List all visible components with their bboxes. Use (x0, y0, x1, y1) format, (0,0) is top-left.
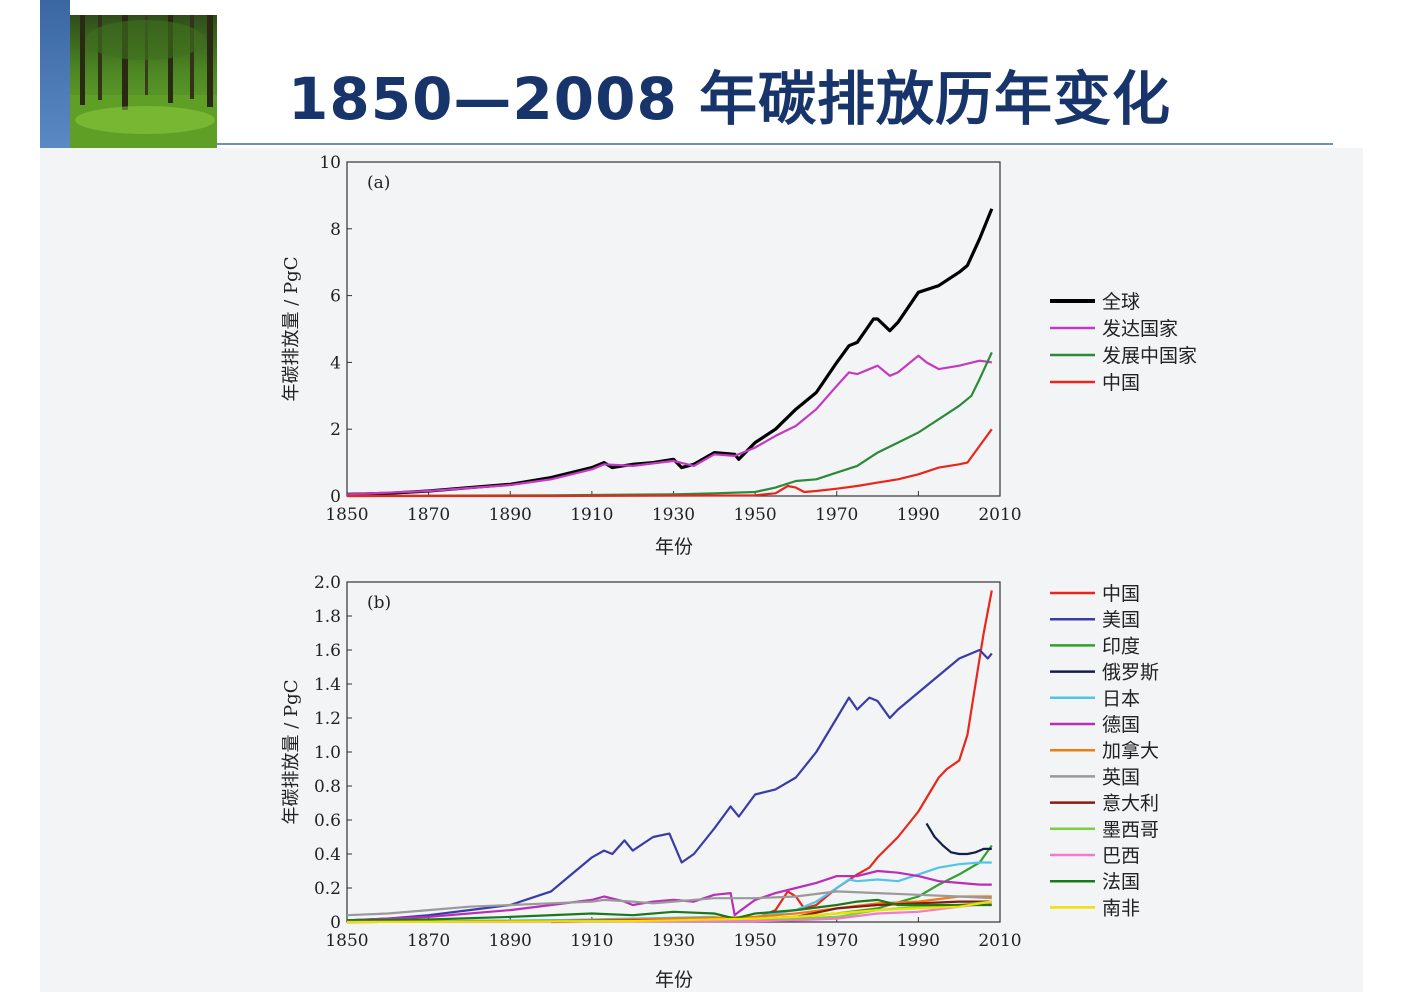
series-line (347, 428, 993, 498)
x-tick-label: 1970 (815, 505, 858, 525)
legend-label: 德国 (1102, 714, 1140, 736)
legend-label: 意大利 (1102, 793, 1159, 815)
legend-label: 中国 (1102, 583, 1140, 605)
legend-label: 墨西哥 (1102, 819, 1159, 841)
series-line (346, 208, 994, 496)
x-tick-label: 1890 (489, 505, 532, 525)
y-tick-label: 6 (330, 287, 341, 307)
panel-label: (a) (367, 173, 390, 193)
x-tick-label: 1850 (325, 505, 368, 525)
y-tick-label: 10 (319, 153, 341, 173)
y-tick-label: 8 (330, 220, 341, 240)
legend-label: 法国 (1102, 871, 1140, 893)
y-tick-label: 1.2 (314, 709, 341, 729)
y-tick-label: 1.8 (314, 607, 341, 627)
x-tick-label: 2010 (978, 505, 1021, 525)
slide-title: 1850—2008 年碳排放历年变化 (288, 65, 1172, 133)
y-tick-label: 1.4 (314, 675, 341, 695)
forest-image (70, 15, 217, 148)
x-axis-label: 年份 (655, 536, 693, 558)
plot-frame (346, 581, 1001, 923)
legend-label: 加拿大 (1102, 739, 1159, 762)
y-tick-label: 0 (330, 487, 341, 507)
series-line (346, 648, 993, 922)
y-tick-label: 1.6 (314, 641, 341, 661)
x-tick-label: 1870 (407, 505, 450, 525)
y-tick-label: 0.2 (314, 879, 341, 899)
legend-label: 俄罗斯 (1102, 662, 1159, 684)
x-tick-label: 1930 (652, 931, 695, 951)
y-tick-label: 2 (330, 420, 341, 440)
y-tick-label: 0.4 (314, 845, 341, 865)
legend-label: 美国 (1102, 609, 1140, 631)
header-rule (217, 143, 1333, 145)
series-line (346, 900, 992, 924)
series-line (346, 898, 992, 922)
series-line (925, 822, 992, 856)
x-tick-label: 1910 (570, 931, 613, 951)
y-tick-label: 0 (330, 913, 341, 933)
chart-panel-b: (b) 年份 年碳排放量 / PgC 1850 1870 1890 1910 1930 1… (281, 573, 1159, 991)
series-line (346, 354, 992, 496)
chart-panel-a: (a) 年份 年碳排放量 / PgC 1850 1870 1890 1910 1930 1… (281, 153, 1197, 558)
header-area (40, 0, 1363, 148)
y-tick-label: 2.0 (314, 573, 341, 593)
x-axis-label: 年份 (655, 969, 693, 991)
x-tick-label: 1870 (407, 931, 450, 951)
series-line (346, 351, 993, 498)
x-tick-label: 1950 (733, 505, 776, 525)
legend-label: 印度 (1102, 635, 1140, 657)
y-axis-label: 年碳排放量 / PgC (281, 257, 302, 402)
legend-label: 发展中国家 (1102, 345, 1197, 367)
legend-label: 英国 (1102, 766, 1140, 788)
legend-label: 中国 (1102, 372, 1140, 394)
series-line (551, 590, 993, 924)
plot-frame (346, 161, 1001, 497)
x-tick-label: 1890 (489, 931, 532, 951)
header-accent-bar (40, 0, 70, 148)
y-axis-label: 年碳排放量 / PgC (281, 680, 302, 825)
x-tick-label: 1970 (815, 931, 858, 951)
series-line (346, 869, 992, 922)
legend-label: 全球 (1102, 291, 1140, 313)
x-tick-label: 1990 (897, 505, 940, 525)
x-tick-label: 2010 (978, 931, 1021, 951)
x-tick-label: 1990 (897, 931, 940, 951)
series-line (346, 890, 992, 917)
panel-label: (b) (367, 593, 391, 613)
x-tick-label: 1910 (570, 505, 613, 525)
x-tick-label: 1850 (325, 931, 368, 951)
legend-label: 南非 (1102, 897, 1140, 919)
y-tick-label: 1.0 (314, 743, 341, 763)
legend-label: 巴西 (1102, 845, 1140, 867)
legend-label: 日本 (1102, 688, 1140, 710)
y-tick-label: 0.8 (314, 777, 341, 797)
x-tick-label: 1950 (733, 931, 776, 951)
y-tick-label: 0.6 (314, 811, 341, 831)
legend-label: 发达国家 (1102, 318, 1178, 340)
y-tick-label: 4 (330, 353, 341, 373)
x-tick-label: 1930 (652, 505, 695, 525)
series-line (346, 844, 993, 924)
